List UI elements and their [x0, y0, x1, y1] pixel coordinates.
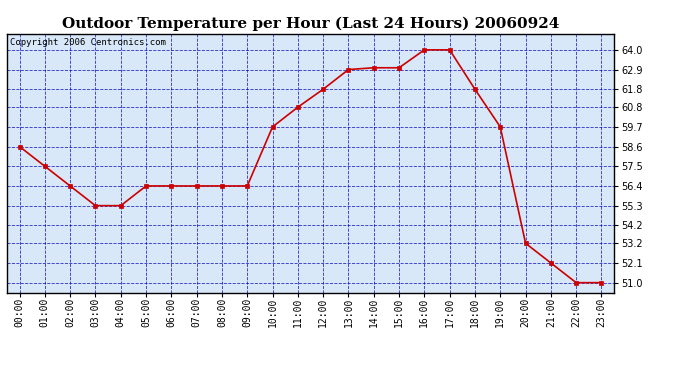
Title: Outdoor Temperature per Hour (Last 24 Hours) 20060924: Outdoor Temperature per Hour (Last 24 Ho… — [62, 17, 559, 31]
Text: Copyright 2006 Centronics.com: Copyright 2006 Centronics.com — [10, 38, 166, 46]
